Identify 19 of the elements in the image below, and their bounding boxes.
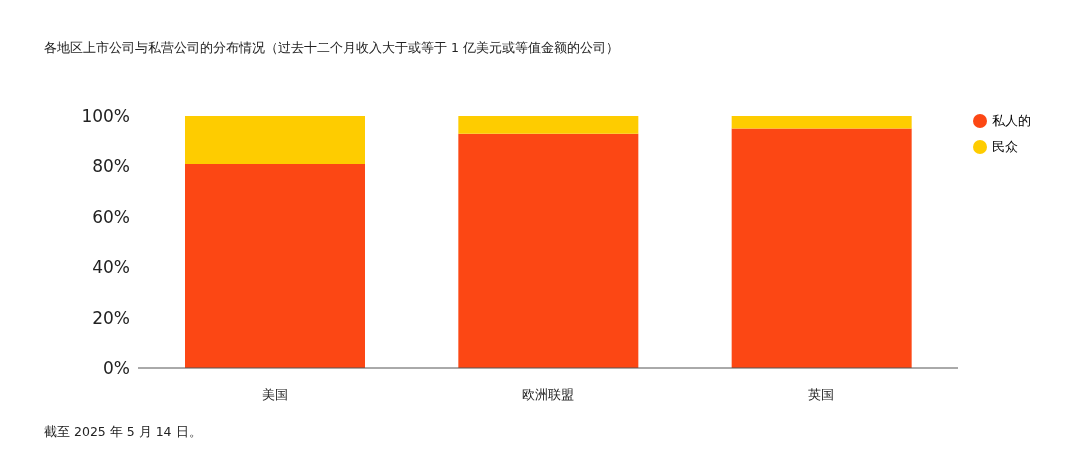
- y-tick-label: 80%: [92, 156, 130, 177]
- x-tick-label: 英国: [808, 387, 835, 403]
- y-tick-label: 60%: [92, 206, 130, 227]
- text: 截至 2025 年 5 月 14 日。: [44, 424, 202, 441]
- legend-label: 私人的: [992, 112, 1031, 130]
- bar: [185, 163, 365, 368]
- chart-title: 各地区上市公司与私营公司的分布情况（过去十二个月收入大于或等于 1 亿美元或等值金额的公司）: [44, 40, 619, 57]
- bar: [185, 116, 365, 164]
- y-tick-label: 20%: [92, 307, 130, 328]
- y-tick-label: 0%: [103, 358, 130, 379]
- y-tick-label: 100%: [81, 106, 130, 127]
- bar: [458, 133, 639, 368]
- legend-label: 民众: [992, 138, 1018, 156]
- bar: [731, 116, 912, 129]
- x-tick-label: 欧洲联盟: [522, 387, 574, 403]
- y-tick-label: 40%: [92, 257, 130, 278]
- bar: [458, 116, 639, 134]
- bar: [731, 128, 912, 368]
- x-tick-label: 美国: [261, 387, 288, 403]
